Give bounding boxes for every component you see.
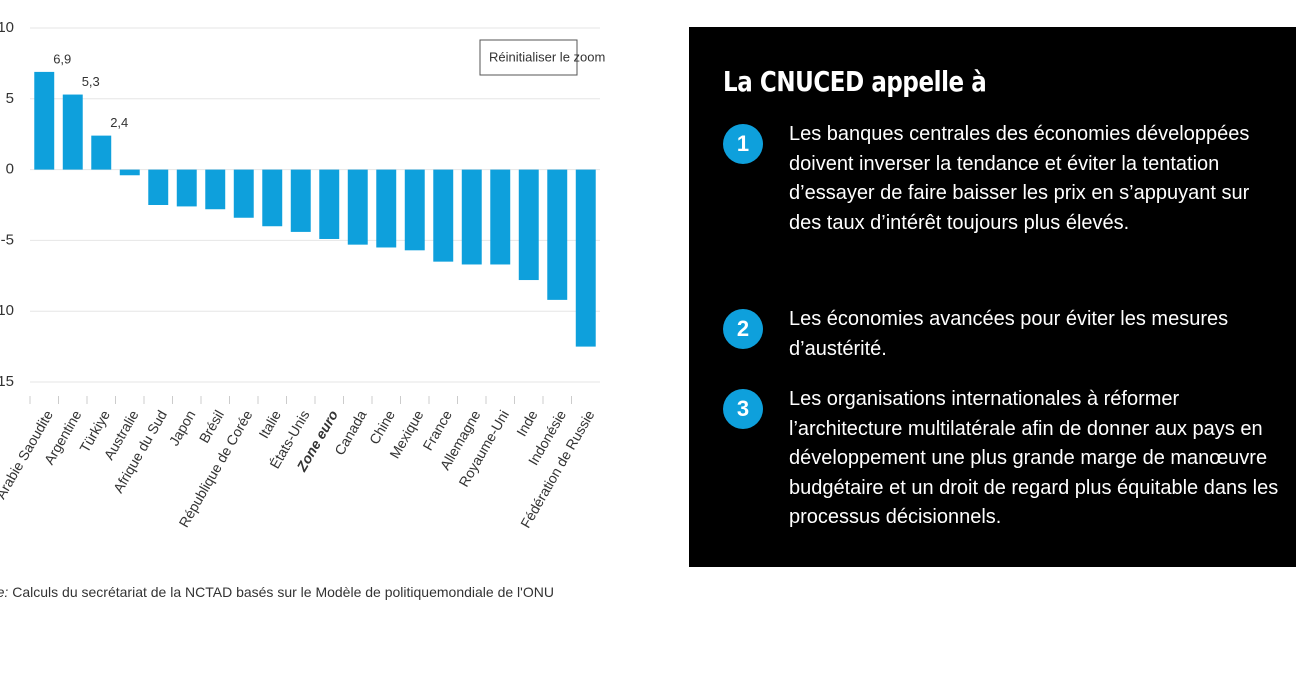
- bar: [290, 169, 311, 232]
- value-label: 2,4: [110, 115, 128, 130]
- bar: [91, 135, 112, 170]
- bar: [148, 169, 169, 205]
- reset-button[interactable]: Réinitialiser le zoom: [479, 39, 605, 76]
- bar: [433, 169, 454, 262]
- bar: [490, 169, 511, 265]
- bar: [347, 169, 368, 245]
- bar: [319, 169, 340, 239]
- y-tick-label: 10: [0, 19, 14, 36]
- reset-button-frame[interactable]: [479, 39, 578, 76]
- item-text: Les économies avancées pour éviter les m…: [789, 308, 1229, 360]
- bar: [376, 169, 397, 248]
- source-note: Source:Calculs du secrétariat de la NCTA…: [0, 584, 612, 600]
- value-label: 6,9: [53, 51, 71, 66]
- value-label: 5,3: [82, 74, 100, 89]
- call-panel: La CNUCED appelle à 1 Les banques central…: [689, 27, 1296, 567]
- y-tick-label: -10: [0, 302, 14, 319]
- item-text: Les banques centrales des économies déve…: [789, 123, 1250, 234]
- bar: [34, 71, 55, 170]
- y-tick-label: -5: [1, 231, 14, 248]
- source-label: Source:: [0, 584, 9, 600]
- bar: [461, 169, 482, 265]
- bar: [233, 169, 254, 218]
- bar: [176, 169, 197, 207]
- x-tick-label: Italie: [255, 407, 284, 441]
- item-number: 1: [723, 124, 763, 164]
- item-number: 3: [723, 389, 763, 429]
- panel-title: La CNUCED appelle à: [723, 65, 987, 98]
- bar: [119, 169, 140, 176]
- bar: [262, 169, 283, 227]
- bar: [205, 169, 226, 210]
- bar: [547, 169, 568, 300]
- source-text: Calculs du secrétariat de la NCTAD basés…: [12, 584, 554, 600]
- y-tick-label: 5: [6, 90, 14, 107]
- bar: [518, 169, 539, 281]
- y-tick-label: -15: [0, 373, 14, 390]
- x-tick-label: Inde: [513, 407, 541, 439]
- item-number: 2: [723, 309, 763, 349]
- reset-button-label[interactable]: Réinitialiser le zoom: [489, 49, 605, 64]
- x-tick-label: Japon: [166, 407, 199, 448]
- bar: [575, 169, 596, 347]
- bar: [62, 94, 83, 170]
- item-text: Les organisations internationales à réfo…: [789, 388, 1279, 528]
- y-tick-label: 0: [6, 161, 14, 178]
- bar: [404, 169, 425, 251]
